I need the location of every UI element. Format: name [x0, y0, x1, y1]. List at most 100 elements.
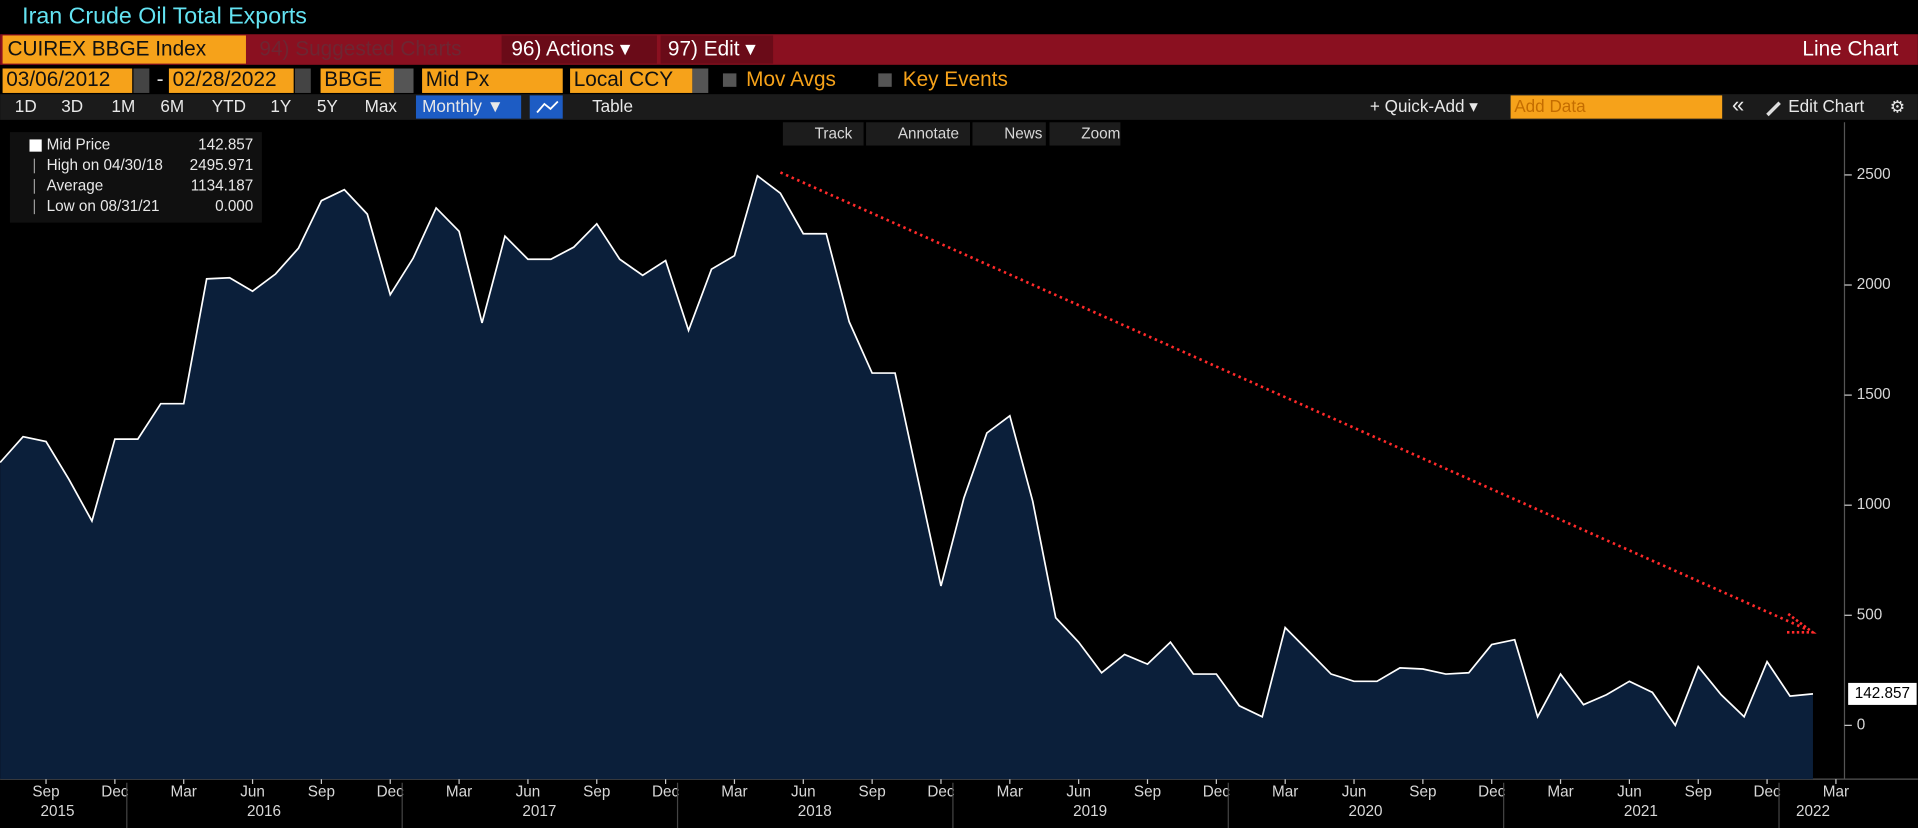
edit-label[interactable]: 97) Edit ▾ — [668, 38, 756, 61]
legend-label: Mid Price — [47, 137, 111, 154]
frequency-box[interactable] — [415, 95, 522, 119]
year-label: 2020 — [1349, 803, 1383, 820]
y-tick-label: 2500 — [1857, 166, 1891, 183]
tool-label[interactable]: News — [1004, 126, 1043, 143]
series-area — [0, 175, 1813, 780]
currency-box[interactable] — [570, 68, 693, 93]
chart-tools: Track Annotate News Zoom — [782, 122, 1121, 146]
trend-arrow — [779, 171, 1809, 632]
period-button[interactable]: 1M — [111, 97, 135, 116]
legend-value: 142.857 — [198, 137, 253, 154]
tool-button[interactable] — [972, 122, 1046, 146]
x-tick-label: Jun — [1342, 784, 1367, 801]
actions-label[interactable]: 96) Actions ▾ — [511, 38, 631, 61]
currency[interactable]: Local CCY — [574, 68, 673, 91]
frequency[interactable]: Monthly ▼ — [422, 97, 504, 116]
edit-button[interactable] — [660, 35, 774, 64]
x-tick-label: Dec — [652, 784, 680, 801]
source-box[interactable] — [320, 68, 394, 93]
legend-value: 0.000 — [215, 198, 253, 215]
period-button[interactable]: 5Y — [317, 97, 339, 116]
y-tick-label: 1500 — [1857, 386, 1891, 403]
x-tick-label: Mar — [171, 784, 197, 801]
key-events[interactable]: Key Events — [903, 68, 1008, 91]
start-date[interactable]: 03/06/2012 — [6, 68, 110, 91]
calendar-icon[interactable] — [294, 68, 311, 93]
trend-arrowhead — [1785, 612, 1817, 634]
period-button[interactable]: 1Y — [270, 97, 292, 116]
year-label: 2017 — [522, 803, 556, 820]
period-button[interactable]: 3D — [61, 97, 83, 116]
tool-label[interactable]: Annotate — [898, 126, 959, 143]
table-button[interactable]: Table — [592, 97, 633, 116]
security[interactable]: CUIREX BBGE Index — [7, 38, 206, 61]
x-tick-label: Sep — [32, 784, 59, 801]
actions-button[interactable] — [501, 35, 657, 64]
x-tick-label: Sep — [308, 784, 335, 801]
chart-view-button[interactable] — [529, 95, 563, 119]
x-tick-label: Dec — [101, 784, 129, 801]
last-value-label: 142.857 — [1855, 685, 1910, 702]
chart-icon — [536, 100, 559, 114]
pencil-icon — [1766, 101, 1781, 117]
year-label: 2021 — [1624, 803, 1658, 820]
period-button[interactable]: 6M — [160, 97, 184, 116]
mov-avgs[interactable]: Mov Avgs — [746, 68, 836, 91]
year-label: 2019 — [1073, 803, 1107, 820]
x-tick-label: Mar — [1272, 784, 1298, 801]
page-title: Iran Crude Oil Total Exports — [22, 2, 307, 28]
period-button[interactable]: 1D — [15, 97, 37, 116]
year-label: 2022 — [1796, 803, 1830, 820]
collapse-button[interactable]: « — [1732, 92, 1744, 117]
field[interactable]: Mid Px — [426, 68, 490, 91]
dropdown-arrow[interactable] — [692, 68, 709, 93]
checkbox[interactable] — [722, 73, 737, 87]
x-tick-label: Sep — [1134, 784, 1161, 801]
x-tick-label: Jun — [240, 784, 265, 801]
x-tick-label: Jun — [791, 784, 816, 801]
x-tick-label: Sep — [583, 784, 610, 801]
quick-add[interactable]: + Quick-Add ▾ — [1370, 97, 1478, 116]
suggested-charts[interactable]: 94) Suggested Charts — [259, 38, 461, 61]
tool-button[interactable] — [866, 122, 971, 146]
source[interactable]: BBGE — [324, 68, 382, 91]
x-tick-label: Jun — [1066, 784, 1091, 801]
x-tick-label: Dec — [1203, 784, 1231, 801]
x-tick-label: Dec — [927, 784, 955, 801]
legend-label: Low on 08/31/21 — [47, 198, 160, 215]
tool-button[interactable] — [782, 122, 864, 146]
x-tick-label: Sep — [1685, 784, 1712, 801]
x-tick-label: Jun — [1617, 784, 1642, 801]
settings-button[interactable]: ⚙ — [1890, 98, 1905, 118]
calendar-icon[interactable] — [133, 68, 150, 93]
x-tick-label: Dec — [1754, 784, 1782, 801]
y-tick-label: 1000 — [1857, 496, 1891, 513]
date-separator: - — [157, 68, 164, 91]
x-tick-label: Mar — [1823, 784, 1849, 801]
edit-chart[interactable]: Edit Chart — [1788, 97, 1864, 116]
plot-area: 0 500 1000 1500 2000 2500 Sep Dec Mar Jun Sep Dec Ma… — [0, 122, 1918, 828]
start-date-box[interactable] — [2, 68, 133, 93]
security-box[interactable] — [2, 35, 246, 64]
tool-label[interactable]: Zoom — [1081, 126, 1120, 143]
field-box[interactable] — [422, 68, 563, 93]
x-tick-label: Mar — [997, 784, 1023, 801]
year-label: 2016 — [247, 803, 281, 820]
legend-value: 2495.971 — [190, 157, 254, 174]
tool-button[interactable] — [1049, 122, 1121, 146]
period-button[interactable]: Max — [365, 97, 398, 116]
legend-value: 1134.187 — [191, 177, 254, 194]
command-bar — [0, 34, 1918, 65]
add-data-box[interactable] — [1510, 95, 1723, 119]
add-data[interactable]: Add Data — [1514, 97, 1586, 116]
period-buttons: 1D 3D 1M 6M YTD 1Y 5Y Max — [15, 97, 398, 116]
checkbox[interactable] — [878, 73, 892, 87]
legend: Mid Price 142.857 High on 04/30/18 2495.971… — [29, 137, 253, 215]
dropdown-arrow[interactable] — [393, 68, 414, 93]
end-date-box[interactable] — [168, 68, 294, 93]
tool-label[interactable]: Track — [815, 126, 853, 143]
x-tick-label: Mar — [1547, 784, 1573, 801]
period-button[interactable]: YTD — [212, 97, 246, 116]
end-date[interactable]: 02/28/2022 — [173, 68, 277, 91]
